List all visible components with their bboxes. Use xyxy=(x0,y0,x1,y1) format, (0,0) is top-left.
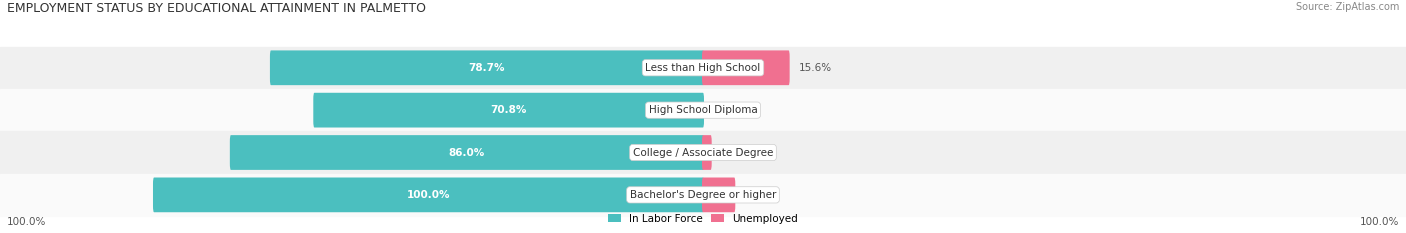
FancyBboxPatch shape xyxy=(229,135,704,170)
Text: Bachelor's Degree or higher: Bachelor's Degree or higher xyxy=(630,190,776,200)
Text: EMPLOYMENT STATUS BY EDUCATIONAL ATTAINMENT IN PALMETTO: EMPLOYMENT STATUS BY EDUCATIONAL ATTAINM… xyxy=(7,2,426,15)
FancyBboxPatch shape xyxy=(702,50,790,85)
Text: 100.0%: 100.0% xyxy=(7,217,46,227)
FancyBboxPatch shape xyxy=(702,135,711,170)
Text: Less than High School: Less than High School xyxy=(645,63,761,73)
FancyBboxPatch shape xyxy=(314,93,704,127)
Bar xyxy=(0,89,1406,131)
Text: 100.0%: 100.0% xyxy=(1360,217,1399,227)
Text: 100.0%: 100.0% xyxy=(406,190,450,200)
Text: 15.6%: 15.6% xyxy=(799,63,832,73)
Text: Source: ZipAtlas.com: Source: ZipAtlas.com xyxy=(1296,2,1399,12)
FancyBboxPatch shape xyxy=(270,50,704,85)
Text: 5.7%: 5.7% xyxy=(744,190,770,200)
Bar xyxy=(0,47,1406,89)
Text: High School Diploma: High School Diploma xyxy=(648,105,758,115)
FancyBboxPatch shape xyxy=(702,178,735,212)
Text: 1.4%: 1.4% xyxy=(721,147,747,158)
Bar xyxy=(0,131,1406,174)
Text: 78.7%: 78.7% xyxy=(468,63,505,73)
Text: College / Associate Degree: College / Associate Degree xyxy=(633,147,773,158)
Legend: In Labor Force, Unemployed: In Labor Force, Unemployed xyxy=(605,209,801,228)
FancyBboxPatch shape xyxy=(153,178,704,212)
Bar xyxy=(0,174,1406,216)
Text: 86.0%: 86.0% xyxy=(449,147,485,158)
Text: 0.0%: 0.0% xyxy=(713,105,740,115)
Text: 70.8%: 70.8% xyxy=(491,105,527,115)
